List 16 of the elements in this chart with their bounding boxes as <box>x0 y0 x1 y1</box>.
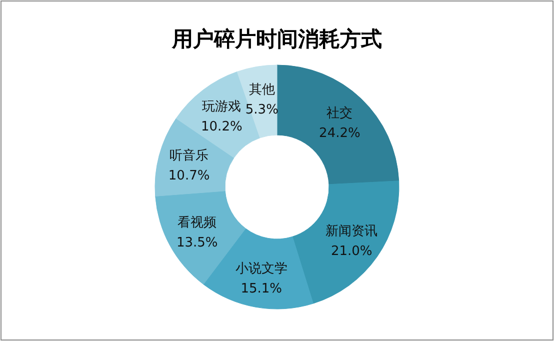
donut-slice <box>292 180 400 304</box>
slice-label: 社交 <box>326 105 353 122</box>
data-label: 24.2% <box>319 126 360 142</box>
slice-label: 新闻资讯 <box>326 224 378 240</box>
data-label: 10.2% <box>201 120 242 135</box>
donut-slice <box>276 64 400 185</box>
data-label: 13.5% <box>176 236 218 251</box>
slice-label: 看视频 <box>178 216 217 231</box>
slice-label: 其他 <box>248 82 275 98</box>
slice-label: 小说文学 <box>235 262 288 277</box>
data-label: 15.1% <box>240 282 282 297</box>
data-label: 10.7% <box>168 168 210 184</box>
slice-label: 听音乐 <box>170 148 209 164</box>
slice-label: 玩游戏 <box>202 100 242 115</box>
data-label: 21.0% <box>330 244 372 260</box>
chart-title: 用户碎片时间消耗方式 <box>171 27 382 51</box>
